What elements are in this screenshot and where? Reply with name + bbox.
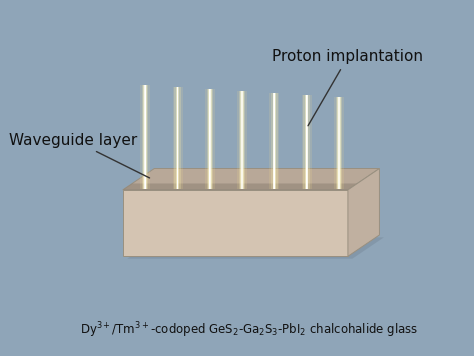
Polygon shape [123, 190, 348, 256]
Bar [240, 91, 244, 189]
Bar [174, 88, 181, 189]
Bar [337, 97, 341, 189]
Bar [338, 97, 339, 189]
Bar [145, 85, 146, 189]
Bar [273, 93, 276, 189]
Bar [303, 95, 310, 189]
Bar [140, 85, 150, 189]
Bar [177, 88, 179, 189]
Bar [305, 95, 309, 189]
Bar [338, 97, 340, 189]
Bar [177, 88, 178, 189]
Bar [207, 89, 213, 189]
Polygon shape [123, 183, 357, 190]
Bar [208, 89, 211, 189]
Polygon shape [128, 237, 384, 259]
Bar [274, 93, 275, 189]
Bar [241, 91, 243, 189]
Bar [205, 89, 215, 189]
Bar [142, 85, 148, 189]
Bar [173, 88, 182, 189]
Bar [306, 95, 308, 189]
Polygon shape [123, 168, 380, 190]
Bar [334, 97, 344, 189]
Bar [306, 95, 307, 189]
Bar [269, 93, 279, 189]
Polygon shape [348, 168, 380, 256]
Bar [144, 85, 147, 189]
Text: Dy$^{3+}$/Tm$^{3+}$-codoped GeS$_2$-Ga$_2$S$_3$-PbI$_2$ chalcohalide glass: Dy$^{3+}$/Tm$^{3+}$-codoped GeS$_2$-Ga$_… [80, 320, 418, 340]
Bar [336, 97, 342, 189]
Bar [145, 85, 146, 189]
Bar [239, 91, 245, 189]
Text: Waveguide layer: Waveguide layer [9, 132, 150, 178]
Bar [273, 93, 275, 189]
Bar [176, 88, 179, 189]
Bar [237, 91, 247, 189]
Bar [209, 89, 211, 189]
Text: Proton implantation: Proton implantation [273, 49, 423, 126]
Bar [271, 93, 277, 189]
Bar [301, 95, 311, 189]
